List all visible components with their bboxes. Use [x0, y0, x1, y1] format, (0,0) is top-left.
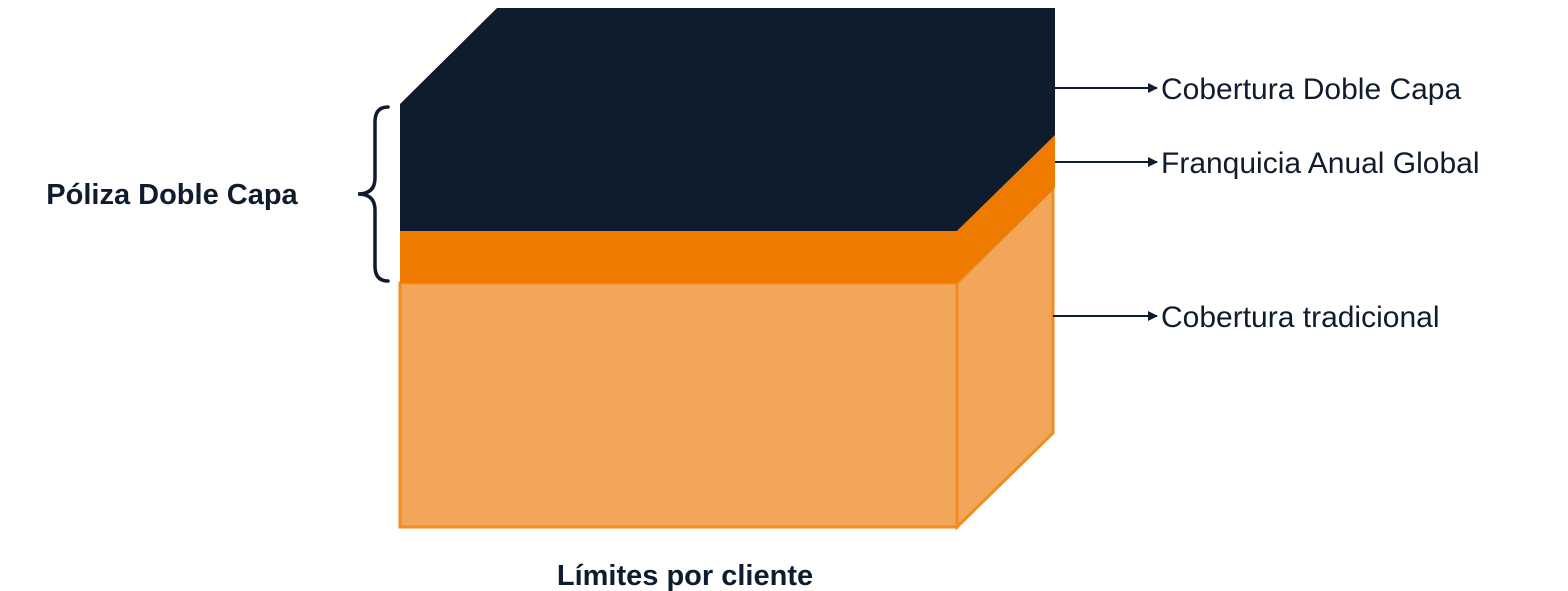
policy-curly-brace [357, 105, 390, 283]
limits-per-client-label: Límites por cliente [557, 560, 813, 591]
deductible-band-side [957, 135, 1055, 283]
traditional-block-front [398, 281, 959, 529]
policy-label: Póliza Doble Capa [46, 179, 298, 211]
callout-double-layer-coverage: Cobertura Doble Capa [1161, 73, 1461, 106]
double-layer-coverage-block [400, 8, 1055, 231]
callout-traditional-coverage: Cobertura tradicional [1161, 301, 1439, 334]
traditional-coverage-block [398, 184, 1055, 531]
annual-deductible-band [400, 135, 1055, 283]
callout-annual-global-deductible: Franquicia Anual Global [1161, 147, 1480, 180]
deductible-band-front [400, 231, 957, 283]
